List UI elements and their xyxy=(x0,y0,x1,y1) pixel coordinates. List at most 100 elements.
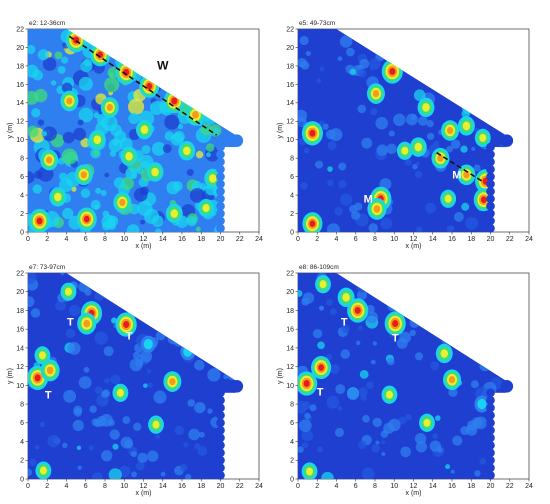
anomaly-hotspot xyxy=(440,189,457,208)
texture-blob xyxy=(437,447,443,453)
anomaly-hotspot xyxy=(367,197,387,220)
texture-blob xyxy=(474,470,481,477)
x-tick-label: 10 xyxy=(120,483,128,490)
texture-blob xyxy=(127,98,145,115)
texture-blob xyxy=(298,446,304,453)
y-tick-label: 16 xyxy=(16,327,24,334)
y-tick-label: 20 xyxy=(286,45,294,52)
texture-blob xyxy=(83,366,90,373)
anomaly-hotspot xyxy=(435,343,453,364)
dashed-trend-line xyxy=(68,35,218,136)
panel-title: e5: 49-73cm xyxy=(299,20,335,27)
y-tick-label: 12 xyxy=(286,364,294,371)
anomaly-hotspot xyxy=(49,187,67,207)
edge-bulge xyxy=(216,142,225,152)
edge-bulge xyxy=(216,179,225,189)
texture-blob xyxy=(80,188,91,198)
texture-blob xyxy=(361,137,373,149)
x-tick-label: 18 xyxy=(467,483,475,490)
texture-blob xyxy=(479,457,487,465)
texture-blob xyxy=(28,125,39,138)
x-tick-label: 4 xyxy=(65,236,69,243)
texture-blob xyxy=(318,120,325,126)
edge-bulge xyxy=(486,418,495,428)
texture-blob xyxy=(141,144,151,155)
texture-blob xyxy=(113,177,125,189)
texture-blob xyxy=(28,273,37,284)
texture-blob xyxy=(160,471,166,477)
y-axis-label: y (m) xyxy=(7,368,14,384)
x-tick-label: 18 xyxy=(197,236,205,243)
texture-blob xyxy=(31,108,41,118)
x-tick-label: 22 xyxy=(236,236,244,243)
x-tick-label: 20 xyxy=(487,236,495,243)
anomaly-hotspot xyxy=(347,298,369,323)
edge-bulge xyxy=(486,209,495,218)
anomaly-hotspot xyxy=(301,462,318,479)
panel-3: 0 2 4 6 8 10 12 14 16 18 20 22 240246810121416182022… xyxy=(7,264,263,497)
panel-title: e2: 12-36cm xyxy=(29,20,65,27)
texture-blob xyxy=(326,223,340,232)
texture-blob xyxy=(309,404,317,412)
anomaly-hotspot xyxy=(112,383,129,402)
annotation-label: T xyxy=(45,389,52,401)
edge-bulge xyxy=(486,223,495,233)
texture-blob xyxy=(340,193,353,206)
anomaly-hotspot xyxy=(148,415,164,434)
texture-blob xyxy=(95,386,103,395)
texture-blob xyxy=(335,384,346,394)
texture-blob xyxy=(329,128,343,142)
edge-bulge xyxy=(486,179,495,189)
x-tick-label: 2 xyxy=(315,483,319,490)
survey-area xyxy=(298,29,506,232)
texture-blob xyxy=(151,141,166,156)
texture-blob xyxy=(359,58,370,69)
y-tick-label: 18 xyxy=(16,63,24,70)
texture-blob xyxy=(337,56,343,62)
texture-blob xyxy=(108,468,122,479)
texture-blob xyxy=(103,346,114,357)
y-tick-label: 2 xyxy=(290,211,294,218)
x-axis-label: x (m) xyxy=(406,243,422,250)
edge-bulge xyxy=(486,440,495,450)
y-tick-label: 22 xyxy=(286,26,294,33)
texture-blob xyxy=(80,60,93,73)
texture-blob xyxy=(426,132,435,141)
texture-blob xyxy=(39,421,46,428)
texture-blob xyxy=(380,430,389,438)
edge-bulge xyxy=(216,470,225,480)
panel-2: 0 2 4 6 8 10 12 14 16 18 20 22 240246810121416182022… xyxy=(277,20,533,250)
texture-blob xyxy=(28,44,36,55)
edge-bulge xyxy=(216,463,225,473)
anomaly-hotspot xyxy=(140,335,156,353)
y-tick-label: 0 xyxy=(290,476,294,483)
texture-blob xyxy=(32,184,42,194)
texture-blob xyxy=(326,395,340,409)
texture-blob xyxy=(347,388,360,401)
x-tick-label: 24 xyxy=(255,236,263,243)
texture-blob xyxy=(452,435,463,446)
y-axis-label: y (m) xyxy=(7,123,14,139)
edge-bulge xyxy=(216,440,225,450)
texture-blob xyxy=(112,443,119,450)
x-tick-label: 12 xyxy=(140,236,148,243)
texture-blob xyxy=(207,368,221,382)
annotation-label: M xyxy=(364,193,373,205)
texture-blob xyxy=(50,80,57,86)
x-tick-label: 2 xyxy=(45,236,49,243)
y-tick-label: 22 xyxy=(286,270,294,277)
texture-blob xyxy=(132,351,141,360)
texture-blob xyxy=(339,35,353,48)
annotation-label: T xyxy=(317,387,324,399)
texture-blob xyxy=(54,51,63,60)
texture-blob xyxy=(107,221,117,230)
x-tick-label: 20 xyxy=(217,236,225,243)
y-tick-label: 20 xyxy=(16,289,24,296)
texture-blob xyxy=(341,324,350,334)
anomaly-hotspot xyxy=(298,371,318,396)
anomaly-hotspot xyxy=(409,137,427,157)
y-tick-label: 2 xyxy=(20,211,24,218)
y-tick-label: 10 xyxy=(286,137,294,144)
texture-blob xyxy=(129,358,143,372)
texture-blob xyxy=(334,206,344,216)
